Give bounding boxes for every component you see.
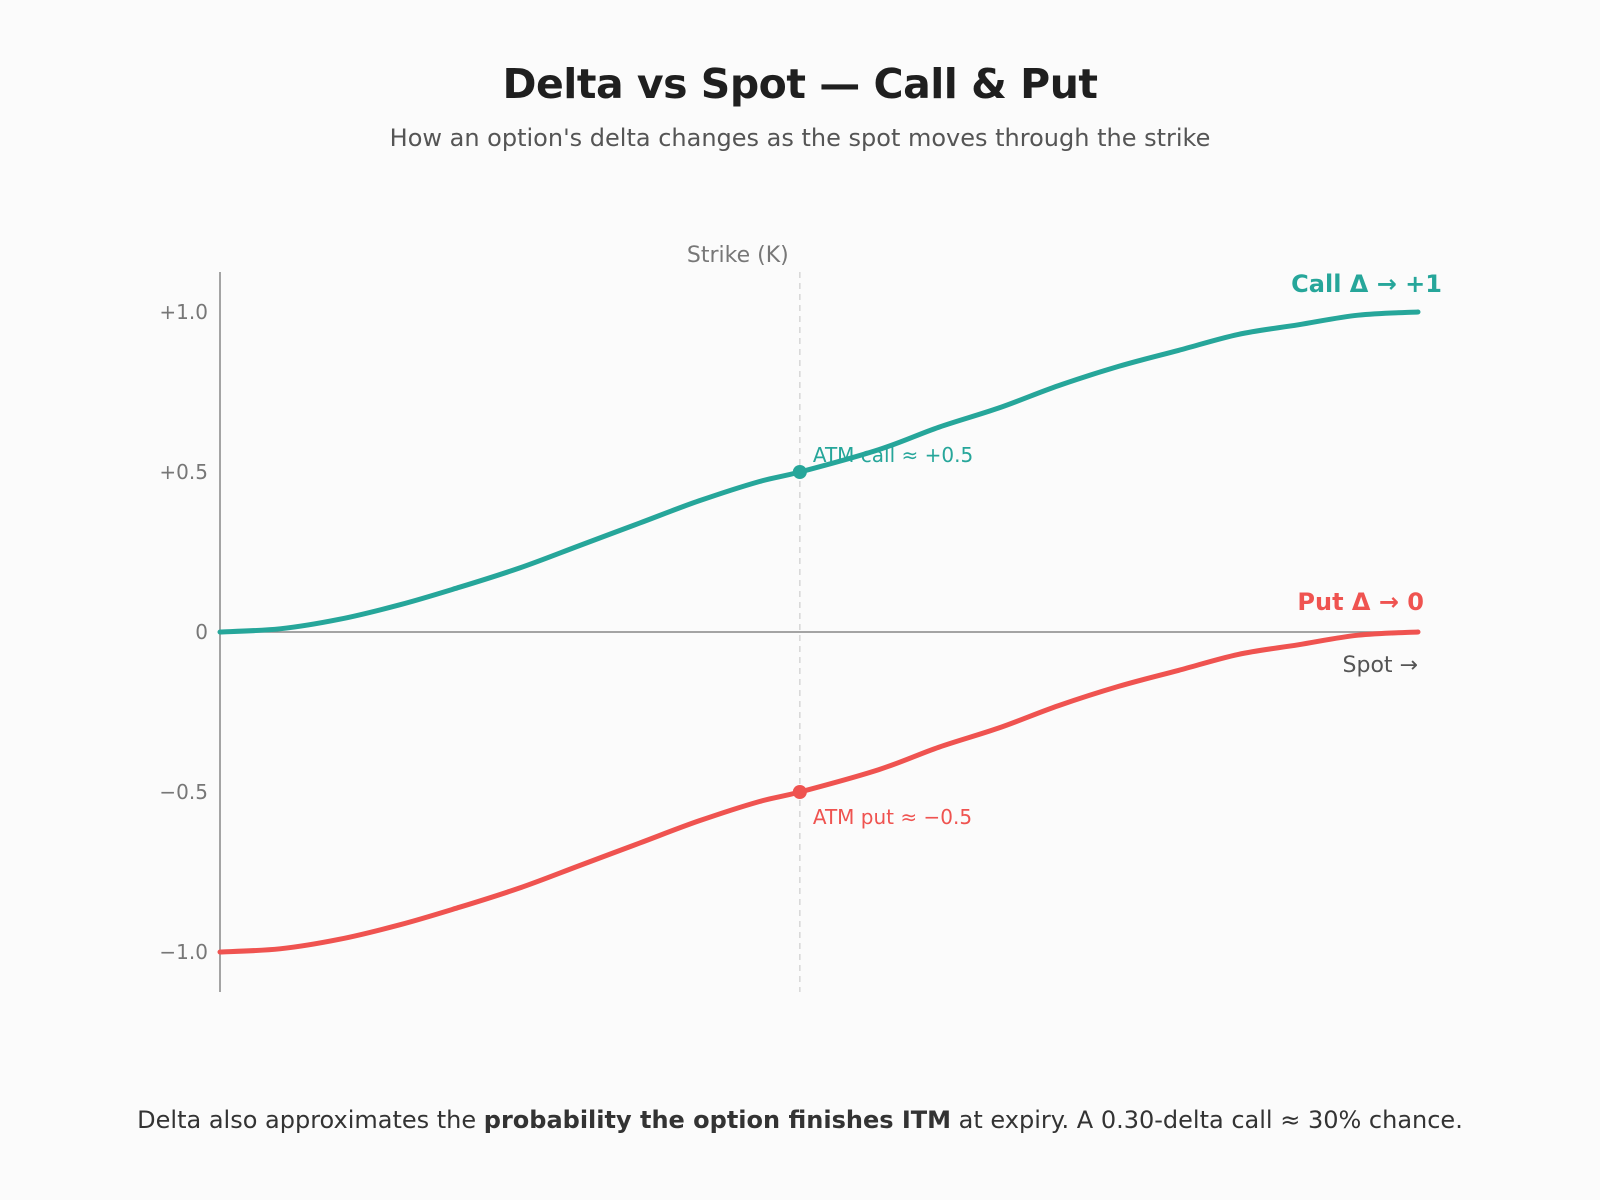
footnote-text-start: Delta also approximates the	[137, 1106, 484, 1134]
atm-put-label: ATM put ≈ −0.5	[813, 805, 972, 829]
y-tick-label: +1.0	[159, 300, 208, 324]
call-series-label: Call Δ → +1	[1291, 270, 1442, 298]
y-tick-label: +0.5	[159, 460, 208, 484]
atm-put-point	[792, 785, 807, 799]
atm-call-label: ATM call ≈ +0.5	[813, 443, 973, 467]
footnote: Delta also approximates the probability …	[0, 1106, 1600, 1134]
y-tick-label: −1.0	[159, 940, 208, 964]
call-delta-line	[217, 309, 1421, 635]
strike-label: Strike (K)	[687, 243, 789, 268]
chart-subtitle: How an option's delta changes as the spo…	[389, 124, 1211, 152]
atm-call-point	[792, 465, 807, 479]
x-axis-label: Spot →	[1343, 653, 1418, 678]
chart-title: Delta vs Spot — Call & Put	[502, 60, 1098, 108]
put-series-label: Put Δ → 0	[1297, 588, 1424, 616]
y-tick-label: −0.5	[159, 780, 208, 804]
footnote-text-end: at expiry. A 0.30-delta call ≈ 30% chanc…	[951, 1106, 1463, 1134]
y-tick-label: 0	[195, 620, 208, 644]
footnote-bold-text: probability the option finishes ITM	[483, 1106, 952, 1134]
put-delta-line	[217, 629, 1421, 955]
